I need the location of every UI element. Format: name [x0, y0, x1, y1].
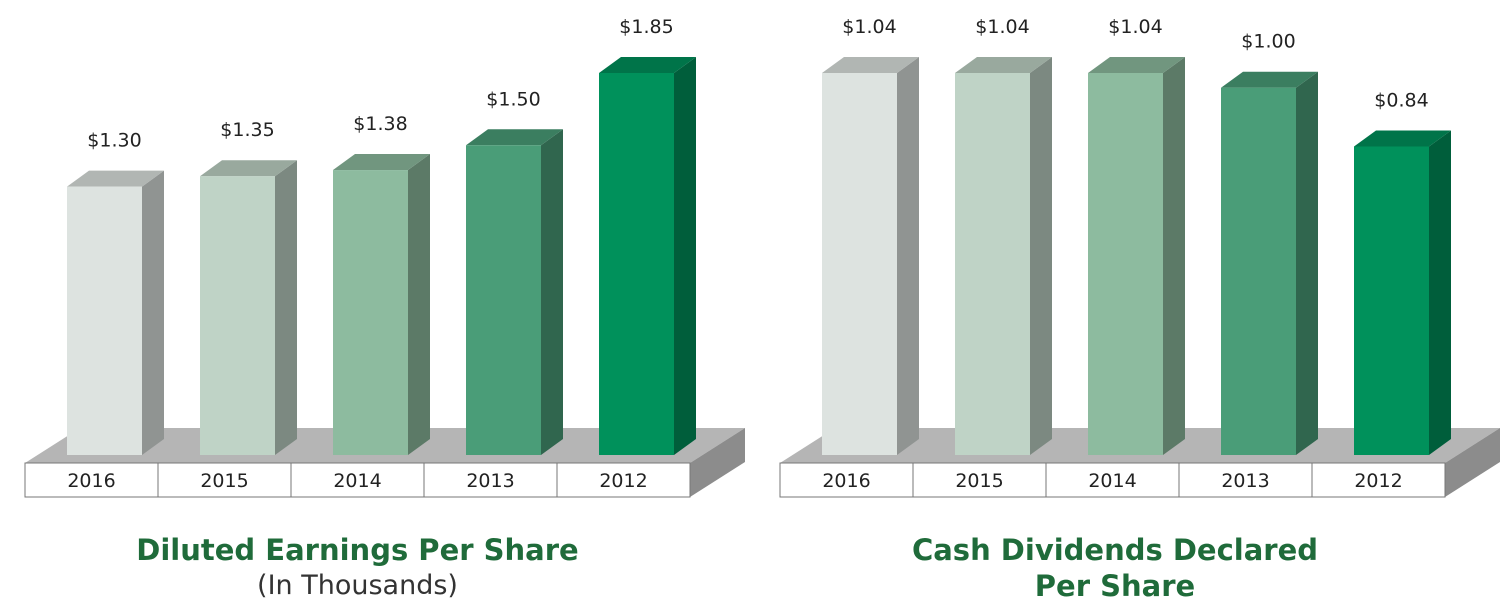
table-row	[779, 462, 1446, 498]
value-label: $1.30	[87, 130, 141, 152]
bar-top	[1354, 130, 1451, 147]
bar-top	[599, 57, 696, 73]
platform-side	[1445, 428, 1500, 497]
x-tick-label: 2014	[333, 470, 381, 492]
bar-top	[466, 129, 563, 146]
chart-subtitle: (In Thousands)	[257, 570, 458, 601]
bar-top	[1088, 57, 1185, 73]
bar-side	[541, 129, 563, 455]
x-tick-label: 2016	[822, 470, 870, 492]
x-tick-label: 2016	[67, 470, 115, 492]
x-tick-label: 2012	[1354, 470, 1402, 492]
bar	[822, 73, 897, 455]
x-tick-label: 2015	[955, 470, 1003, 492]
bar	[1088, 73, 1163, 455]
value-label: $1.04	[975, 16, 1029, 38]
bar-side	[1030, 57, 1052, 455]
bar-side	[1163, 57, 1185, 455]
bar-top	[67, 170, 164, 187]
x-tick-label: 2015	[200, 470, 248, 492]
platform-side	[690, 428, 745, 497]
bar	[333, 170, 408, 455]
bar-side	[142, 170, 164, 455]
bar	[466, 145, 541, 455]
bar-side	[1296, 71, 1318, 455]
value-label: $1.35	[220, 119, 274, 141]
bar-side	[1429, 130, 1451, 455]
value-label: $1.50	[486, 88, 540, 110]
bar-top	[333, 154, 430, 171]
bar-side	[408, 154, 430, 455]
value-label: $1.04	[1108, 16, 1162, 38]
chart-title: Cash Dividends Declared Per Share	[911, 533, 1319, 603]
bar-top	[822, 57, 919, 73]
bar-side	[275, 160, 297, 456]
value-label: $1.00	[1241, 31, 1295, 53]
bar	[200, 176, 275, 456]
x-tick-label: 2012	[599, 470, 647, 492]
table-row	[24, 462, 691, 498]
bar	[599, 73, 674, 455]
x-tick-label: 2014	[1088, 470, 1136, 492]
x-tick-label: 2013	[466, 470, 514, 492]
x-tick-label: 2013	[1221, 470, 1269, 492]
bar	[955, 73, 1030, 455]
value-label: $0.84	[1374, 89, 1428, 111]
value-label: $1.38	[353, 113, 407, 135]
bar-top	[200, 160, 297, 177]
bar-side	[897, 57, 919, 455]
bar	[67, 186, 142, 455]
bar-side	[674, 57, 696, 455]
value-label: $1.85	[619, 16, 673, 38]
bar	[1221, 87, 1296, 455]
chart-title: Diluted Earnings Per Share	[136, 533, 579, 567]
bar	[1354, 146, 1429, 455]
bar-top	[955, 57, 1052, 73]
value-label: $1.04	[842, 16, 896, 38]
bar-top	[1221, 71, 1318, 88]
